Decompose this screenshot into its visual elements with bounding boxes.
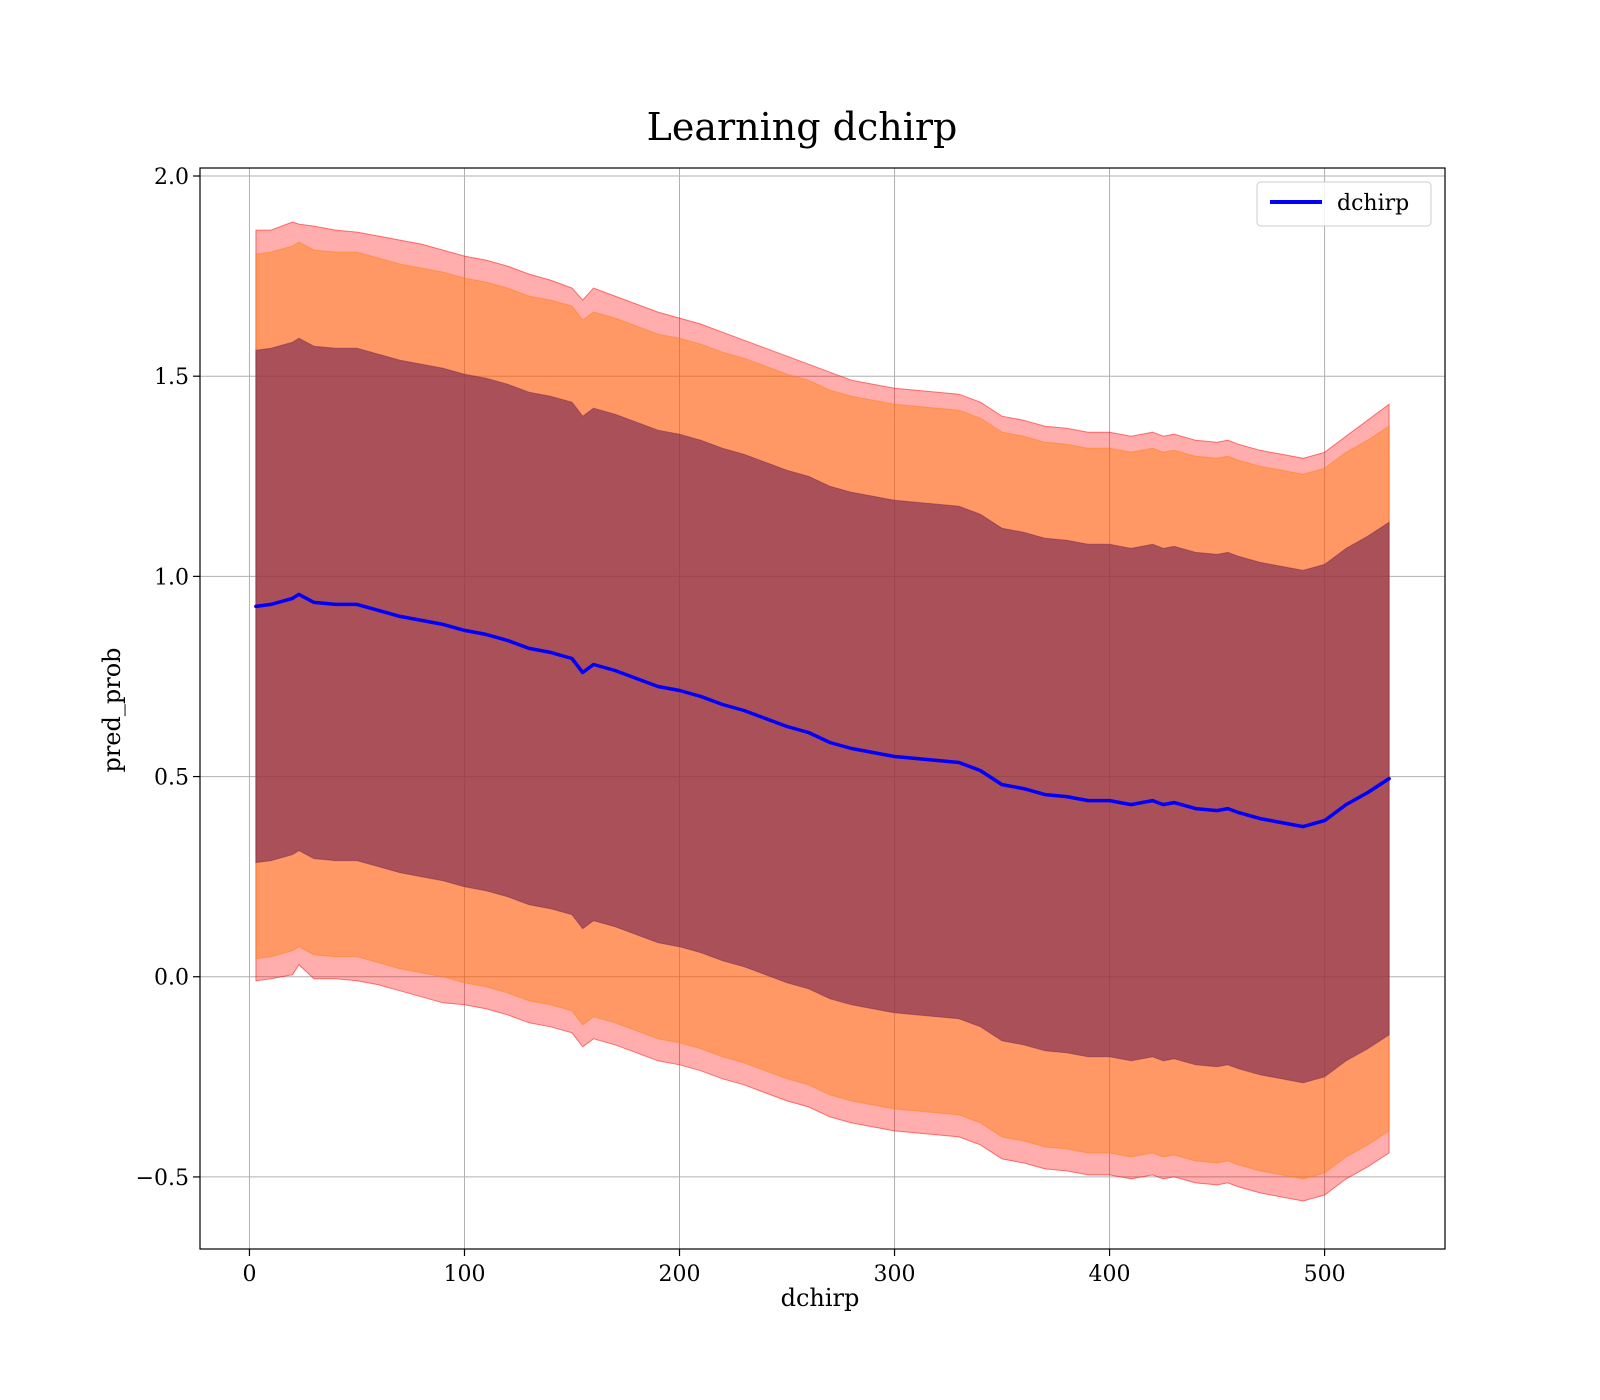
legend-box xyxy=(1256,181,1432,227)
series-line-dchirp xyxy=(254,592,1391,829)
x-tick-label: 200 xyxy=(659,1262,701,1287)
x-tick-label: 500 xyxy=(1304,1262,1346,1287)
x-tick-label: 100 xyxy=(443,1262,485,1287)
legend: dchirp xyxy=(1256,181,1432,227)
confidence-band-3 xyxy=(255,337,1390,1084)
chart-title: Learning dchirp xyxy=(647,105,958,149)
y-axis-label: pred_prob xyxy=(98,647,126,772)
y-tick-label: 1.0 xyxy=(154,565,189,590)
confidence-bands xyxy=(255,221,1390,1202)
x-tick-label: 300 xyxy=(874,1262,916,1287)
plot-frame xyxy=(199,167,1446,1250)
y-tick-label: 0.0 xyxy=(154,966,189,991)
y-tick-label: 1.5 xyxy=(154,365,189,390)
x-axis-label: dchirp xyxy=(781,1284,860,1312)
y-tick-label: −0.5 xyxy=(136,1166,189,1191)
x-tick-label: 0 xyxy=(242,1262,256,1287)
legend-label: dchirp xyxy=(1337,191,1409,216)
y-tick-label: 2.0 xyxy=(154,165,189,190)
x-tick-label: 400 xyxy=(1089,1262,1131,1287)
y-tick-label: 0.5 xyxy=(154,766,189,791)
y-axis: −0.5 0.0 0.5 1.0 1.5 2.0 xyxy=(136,165,200,1191)
x-axis: 0 100 200 300 400 500 xyxy=(242,1249,1346,1287)
series-lines xyxy=(254,592,1391,829)
